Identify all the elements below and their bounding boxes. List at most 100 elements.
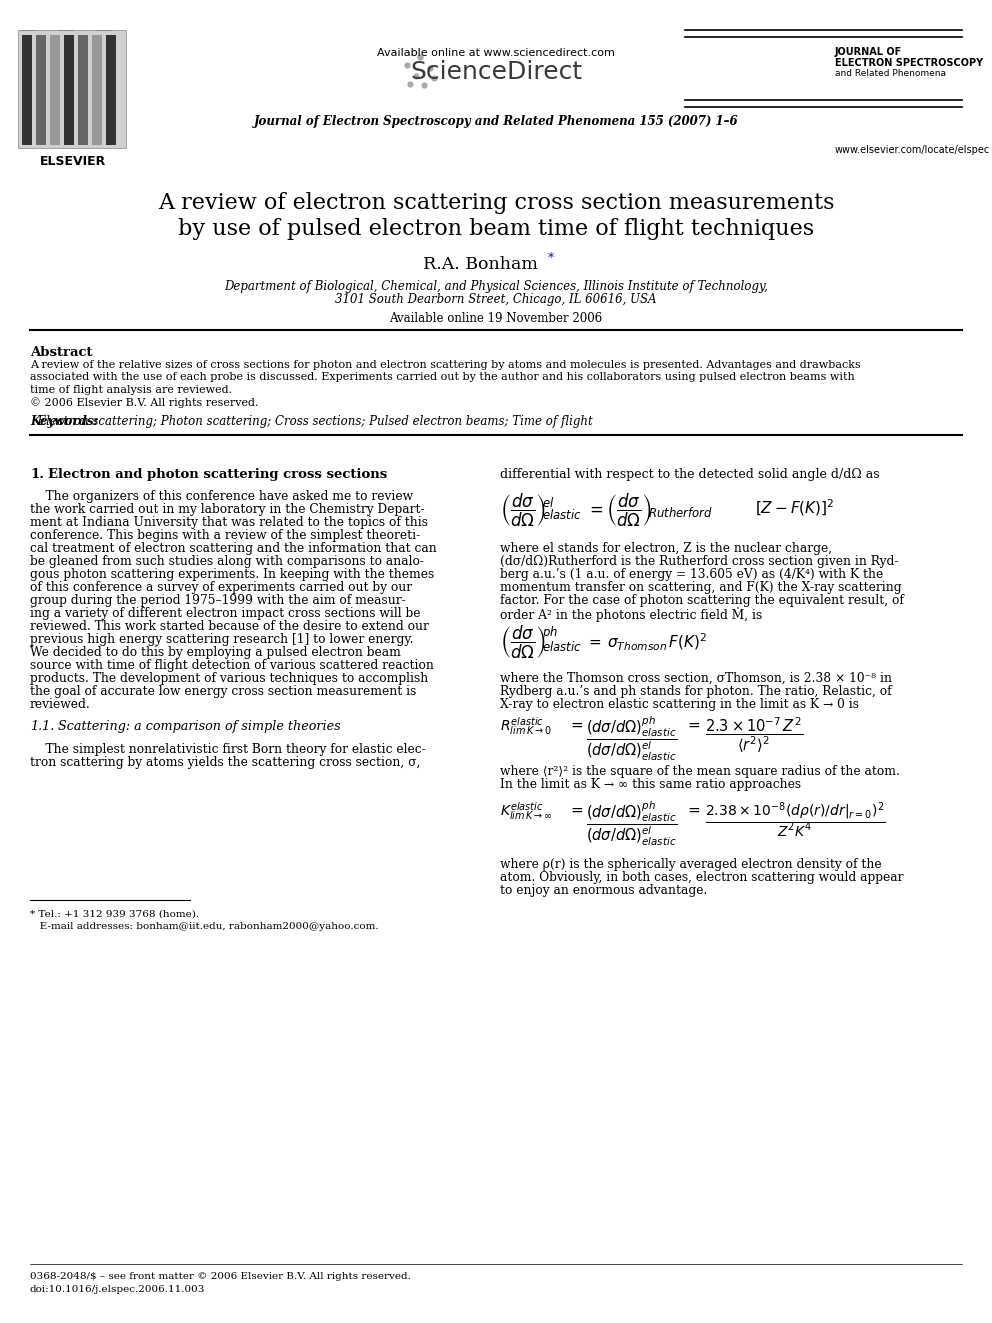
- Text: conference. This begins with a review of the simplest theoreti-: conference. This begins with a review of…: [30, 529, 421, 542]
- Text: to enjoy an enormous advantage.: to enjoy an enormous advantage.: [500, 884, 707, 897]
- Bar: [92, 34, 102, 146]
- Bar: [58, 83, 74, 99]
- Text: ment at Indiana University that was related to the topics of this: ment at Indiana University that was rela…: [30, 516, 428, 529]
- Text: $\dfrac{2.38 \times 10^{-8}(d\rho(r)/dr|_{r=0})^2}{Z^2 K^4}$: $\dfrac{2.38 \times 10^{-8}(d\rho(r)/dr|…: [705, 800, 886, 840]
- Bar: [96, 102, 112, 116]
- Text: $\dfrac{(d\sigma/d\Omega)^{ph}_{elastic}}{(d\sigma/d\Omega)^{el}_{elastic}}$: $\dfrac{(d\sigma/d\Omega)^{ph}_{elastic}…: [586, 800, 678, 848]
- Text: Available online 19 November 2006: Available online 19 November 2006: [390, 312, 602, 325]
- Text: $[Z - F(K)]^2$: $[Z - F(K)]^2$: [755, 497, 834, 517]
- Text: group during the period 1975–1999 with the aim of measur-: group during the period 1975–1999 with t…: [30, 594, 406, 607]
- Text: 1.: 1.: [30, 468, 44, 482]
- Text: $=$: $=$: [685, 802, 701, 818]
- Bar: [20, 66, 36, 81]
- Bar: [64, 34, 74, 146]
- Text: Department of Biological, Chemical, and Physical Sciences, Illinois Institute of: Department of Biological, Chemical, and …: [224, 280, 768, 292]
- Bar: [39, 102, 55, 116]
- Text: doi:10.1016/j.elspec.2006.11.003: doi:10.1016/j.elspec.2006.11.003: [30, 1285, 205, 1294]
- Bar: [77, 48, 93, 64]
- Text: X-ray to electron elastic scattering in the limit as K → 0 is: X-ray to electron elastic scattering in …: [500, 699, 859, 710]
- Text: reviewed. This work started because of the desire to extend our: reviewed. This work started because of t…: [30, 620, 429, 632]
- Text: $= \,\sigma_{Thomson}\, F(K)^2$: $= \,\sigma_{Thomson}\, F(K)^2$: [586, 632, 707, 654]
- Bar: [50, 34, 60, 146]
- Bar: [78, 34, 88, 146]
- Text: factor. For the case of photon scattering the equivalent result, of: factor. For the case of photon scatterin…: [500, 594, 904, 607]
- Bar: [20, 30, 36, 45]
- Text: 0368-2048/$ – see front matter © 2006 Elsevier B.V. All rights reserved.: 0368-2048/$ – see front matter © 2006 El…: [30, 1271, 411, 1281]
- Bar: [106, 34, 116, 146]
- Text: $\left(\dfrac{d\sigma}{d\Omega}\right)_{\!\!Rutherford}$: $\left(\dfrac{d\sigma}{d\Omega}\right)_{…: [606, 492, 713, 529]
- Text: where ⟨r²⟩² is the square of the mean square radius of the atom.: where ⟨r²⟩² is the square of the mean sq…: [500, 765, 900, 778]
- Text: ELECTRON SPECTROSCOPY: ELECTRON SPECTROSCOPY: [835, 58, 983, 67]
- Text: tron scattering by atoms yields the scattering cross section, σ,: tron scattering by atoms yields the scat…: [30, 755, 421, 769]
- Text: The organizers of this conference have asked me to review: The organizers of this conference have a…: [30, 490, 413, 503]
- Text: source with time of flight detection of various scattered reaction: source with time of flight detection of …: [30, 659, 434, 672]
- Text: where el stands for electron, Z is the nuclear charge,: where el stands for electron, Z is the n…: [500, 542, 832, 556]
- Bar: [58, 66, 74, 81]
- Text: E-mail addresses: bonham@iit.edu, rabonham2000@yahoo.com.: E-mail addresses: bonham@iit.edu, rabonh…: [30, 922, 379, 931]
- Bar: [96, 48, 112, 64]
- Text: order A² in the photons electric field Ṁ, is: order A² in the photons electric field Ṁ…: [500, 607, 762, 622]
- Bar: [22, 34, 32, 146]
- Text: differential with respect to the detected solid angle d/dΩ as: differential with respect to the detecte…: [500, 468, 880, 482]
- Text: ELSEVIER: ELSEVIER: [40, 155, 106, 168]
- Bar: [18, 30, 126, 148]
- Text: ScienceDirect: ScienceDirect: [410, 60, 582, 83]
- Text: $\left(\dfrac{d\sigma}{d\Omega}\right)^{\!\!el}_{\!\!elastic}$: $\left(\dfrac{d\sigma}{d\Omega}\right)^{…: [500, 492, 582, 529]
- Text: previous high energy scattering research [1] to lower energy.: previous high energy scattering research…: [30, 632, 414, 646]
- Bar: [77, 102, 93, 116]
- Text: R.A. Bonham: R.A. Bonham: [423, 255, 538, 273]
- Text: Keywords:: Keywords:: [30, 415, 98, 429]
- Bar: [20, 83, 36, 99]
- Text: We decided to do this by employing a pulsed electron beam: We decided to do this by employing a pul…: [30, 646, 401, 659]
- Text: the work carried out in my laboratory in the Chemistry Depart-: the work carried out in my laboratory in…: [30, 503, 425, 516]
- Text: Rydberg a.u.’s and ph stands for photon. The ratio, Relastic, of: Rydberg a.u.’s and ph stands for photon.…: [500, 685, 892, 699]
- Text: $=$: $=$: [568, 802, 584, 818]
- Text: cal treatment of electron scattering and the information that can: cal treatment of electron scattering and…: [30, 542, 436, 556]
- Text: Journal of Electron Spectroscopy and Related Phenomena 155 (2007) 1–6: Journal of Electron Spectroscopy and Rel…: [254, 115, 738, 128]
- Text: Electron and photon scattering cross sections: Electron and photon scattering cross sec…: [48, 468, 387, 482]
- Bar: [39, 83, 55, 99]
- Text: gous photon scattering experiments. In keeping with the themes: gous photon scattering experiments. In k…: [30, 568, 434, 581]
- Bar: [20, 48, 36, 64]
- Text: of this conference a survey of experiments carried out by our: of this conference a survey of experimen…: [30, 581, 412, 594]
- Text: A review of the relative sizes of cross sections for photon and electron scatter: A review of the relative sizes of cross …: [30, 360, 861, 370]
- Text: © 2006 Elsevier B.V. All rights reserved.: © 2006 Elsevier B.V. All rights reserved…: [30, 397, 259, 409]
- Text: JOURNAL OF: JOURNAL OF: [835, 48, 903, 57]
- Text: $=$: $=$: [586, 500, 603, 519]
- Text: berg a.u.’s (1 a.u. of energy = 13.605 eV) as (4/K⁴) with K the: berg a.u.’s (1 a.u. of energy = 13.605 e…: [500, 568, 883, 581]
- Text: 1.1.: 1.1.: [30, 720, 55, 733]
- Text: In the limit as K → ∞ this same ratio approaches: In the limit as K → ∞ this same ratio ap…: [500, 778, 802, 791]
- Text: $\dfrac{(d\sigma/d\Omega)^{ph}_{elastic}}{(d\sigma/d\Omega)^{el}_{elastic}}$: $\dfrac{(d\sigma/d\Omega)^{ph}_{elastic}…: [586, 714, 678, 763]
- Text: (dσ/dΩ)Rutherford is the Rutherford cross section given in Ryd-: (dσ/dΩ)Rutherford is the Rutherford cros…: [500, 556, 899, 568]
- Text: $\left(\dfrac{d\sigma}{d\Omega}\right)^{\!\!ph}_{\!\!elastic}$: $\left(\dfrac{d\sigma}{d\Omega}\right)^{…: [500, 624, 582, 662]
- Text: www.elsevier.com/locate/elspec: www.elsevier.com/locate/elspec: [835, 146, 990, 155]
- Text: and Related Phenomena: and Related Phenomena: [835, 69, 946, 78]
- Bar: [96, 30, 112, 45]
- Text: $=$: $=$: [568, 717, 584, 732]
- Text: The simplest nonrelativistic first Born theory for elastic elec-: The simplest nonrelativistic first Born …: [30, 744, 426, 755]
- Text: $K^{elastic}_{lim\,K\to\infty}$: $K^{elastic}_{lim\,K\to\infty}$: [500, 800, 553, 822]
- Text: *: *: [548, 251, 555, 265]
- Text: Scattering: a comparison of simple theories: Scattering: a comparison of simple theor…: [58, 720, 340, 733]
- Text: * Tel.: +1 312 939 3768 (home).: * Tel.: +1 312 939 3768 (home).: [30, 910, 199, 919]
- Bar: [96, 83, 112, 99]
- Bar: [39, 66, 55, 81]
- Bar: [77, 83, 93, 99]
- Text: products. The development of various techniques to accomplish: products. The development of various tec…: [30, 672, 429, 685]
- Text: the goal of accurate low energy cross section measurement is: the goal of accurate low energy cross se…: [30, 685, 417, 699]
- Bar: [58, 102, 74, 116]
- Bar: [58, 30, 74, 45]
- Bar: [58, 48, 74, 64]
- Text: Available online at www.sciencedirect.com: Available online at www.sciencedirect.co…: [377, 48, 615, 58]
- Text: where the Thomson cross section, σThomson, is 2.38 × 10⁻⁸ in: where the Thomson cross section, σThomso…: [500, 672, 892, 685]
- Text: where ρ(r) is the spherically averaged electron density of the: where ρ(r) is the spherically averaged e…: [500, 859, 882, 871]
- Bar: [96, 66, 112, 81]
- Bar: [39, 30, 55, 45]
- Text: A review of electron scattering cross section measurements: A review of electron scattering cross se…: [158, 192, 834, 214]
- Bar: [39, 48, 55, 64]
- Text: Abstract: Abstract: [30, 347, 92, 359]
- Text: $=$: $=$: [685, 717, 701, 732]
- Text: time of flight analysis are reviewed.: time of flight analysis are reviewed.: [30, 385, 232, 396]
- Text: associated with the use of each probe is discussed. Experiments carried out by t: associated with the use of each probe is…: [30, 373, 855, 382]
- Text: Electron scattering; Photon scattering; Cross sections; Pulsed electron beams; T: Electron scattering; Photon scattering; …: [30, 415, 593, 429]
